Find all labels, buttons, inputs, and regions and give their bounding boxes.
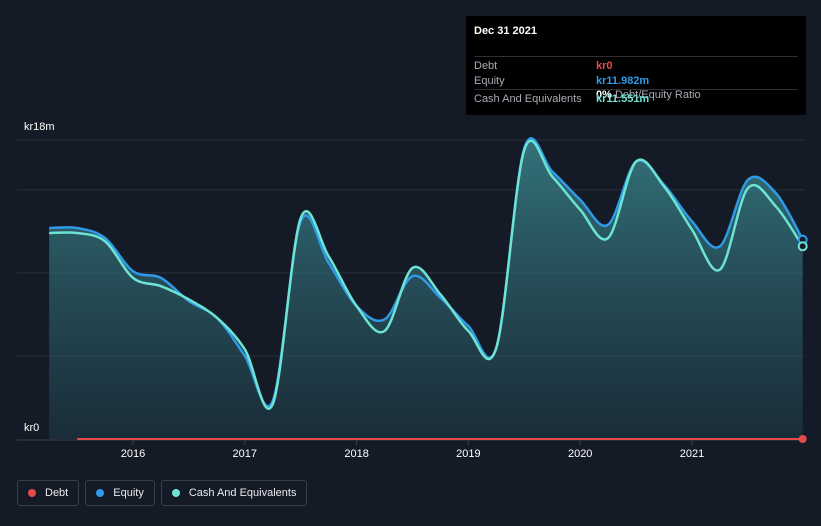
area-layer bbox=[49, 138, 803, 439]
legend-item-equity[interactable]: Equity bbox=[85, 480, 155, 506]
legend-cash-label: Cash And Equivalents bbox=[188, 487, 297, 499]
y-tick-label-bottom: kr0 bbox=[24, 422, 40, 434]
tooltip-debt-label: Debt bbox=[474, 60, 498, 72]
legend-equity-label: Equity bbox=[113, 487, 144, 499]
tooltip-cash-value: kr11.551m bbox=[596, 93, 650, 105]
data-tooltip: Dec 31 2021 Debt kr0 Equity kr11.982m 0%… bbox=[466, 16, 806, 115]
equity-line bbox=[49, 137, 804, 408]
tooltip-equity-label: Equity bbox=[474, 75, 505, 87]
tooltip-ratio: 0% Debt/Equity Ratio bbox=[596, 89, 701, 101]
x-tick-label-2017: 2017 bbox=[233, 448, 257, 460]
tooltip-row-equity: Equity kr11.982m bbox=[474, 72, 798, 88]
x-tick-label-2018: 2018 bbox=[344, 448, 368, 460]
x-tick-label-2019: 2019 bbox=[456, 448, 480, 460]
tooltip-cash-label: Cash And Equivalents bbox=[474, 93, 582, 105]
x-axis: 2016 2017 2018 2019 2020 2021 bbox=[121, 440, 704, 460]
equity-area bbox=[49, 138, 803, 439]
chart-legend: Debt Equity Cash And Equivalents bbox=[17, 480, 308, 506]
legend-item-debt[interactable]: Debt bbox=[17, 480, 80, 506]
x-tick-label-2016: 2016 bbox=[121, 448, 145, 460]
debt-end-marker bbox=[798, 435, 807, 443]
x-tick-label-2020: 2020 bbox=[568, 448, 592, 460]
legend-debt-label: Debt bbox=[45, 487, 69, 499]
debt-dot-icon bbox=[28, 489, 36, 497]
tooltip-row-debt: Debt kr0 bbox=[474, 56, 798, 73]
tooltip-date: Dec 31 2021 bbox=[474, 25, 537, 37]
tooltip-equity-value: kr11.982m bbox=[596, 75, 650, 87]
x-tick-label-2021: 2021 bbox=[680, 448, 704, 460]
tooltip-ratio-value: 0% bbox=[596, 89, 612, 101]
tooltip-row-cash: Cash And Equivalents kr11.551m bbox=[474, 89, 798, 106]
legend-item-cash[interactable]: Cash And Equivalents bbox=[160, 480, 308, 506]
tooltip-debt-value: kr0 bbox=[596, 60, 613, 72]
cash-end-marker bbox=[797, 241, 808, 252]
series-lines bbox=[49, 137, 808, 443]
cash-line bbox=[49, 139, 804, 410]
cash-dot-icon bbox=[171, 489, 180, 497]
tooltip-ratio-label: Debt/Equity Ratio bbox=[614, 89, 701, 101]
equity-dot-icon bbox=[96, 489, 105, 497]
y-tick-label-top: kr18m bbox=[24, 121, 55, 133]
